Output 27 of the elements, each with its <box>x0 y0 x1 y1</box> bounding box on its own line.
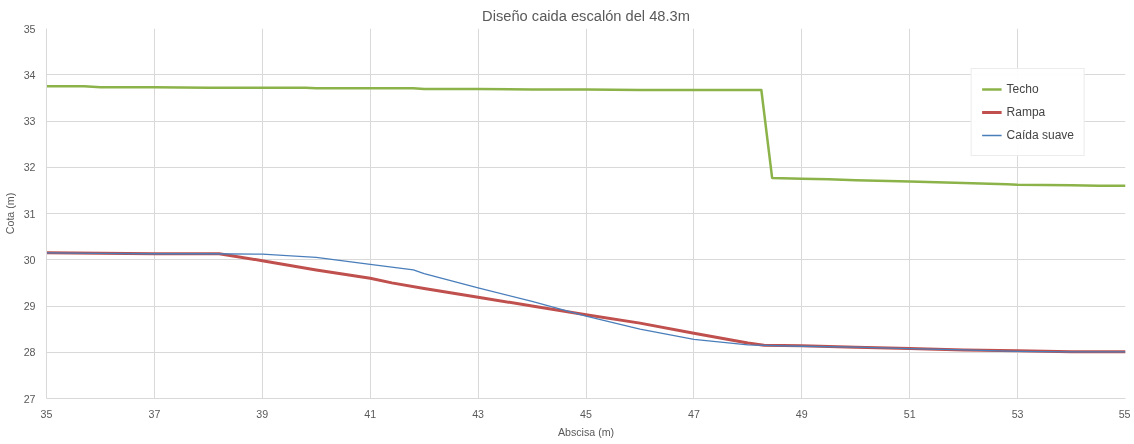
x-tick-label: 45 <box>580 407 592 420</box>
x-tick-label: 49 <box>795 407 808 420</box>
y-tick-label: 28 <box>23 346 36 359</box>
legend-label: Rampa <box>1006 105 1046 119</box>
x-tick-label: 51 <box>903 407 916 420</box>
y-tick-label: 35 <box>23 22 36 35</box>
x-tick-label: 35 <box>40 407 53 420</box>
chart-title: Diseño caida escalón del 48.3m <box>482 7 690 24</box>
x-tick-label: 53 <box>1011 407 1024 420</box>
y-axis-title: Cota (m) <box>3 192 16 235</box>
y-tick-label: 33 <box>23 115 36 127</box>
x-tick-label: 47 <box>687 407 700 420</box>
y-tick-label: 32 <box>23 161 36 174</box>
x-tick-label: 41 <box>364 407 377 420</box>
x-axis-title: Abscisa (m) <box>557 425 615 438</box>
y-tick-label: 34 <box>23 68 36 81</box>
y-tick-label: 30 <box>23 253 36 266</box>
x-tick-label: 37 <box>148 407 161 420</box>
x-tick-label: 39 <box>256 407 269 420</box>
y-tick-label: 29 <box>23 300 36 312</box>
x-tick-label: 43 <box>472 407 485 420</box>
legend-label: Caída suave <box>1006 128 1074 142</box>
y-tick-label: 27 <box>23 392 36 405</box>
line-series <box>46 85 1126 187</box>
legend-label: Techo <box>1006 82 1039 96</box>
y-tick-label: 31 <box>23 207 36 220</box>
x-tick-label: 55 <box>1118 407 1131 420</box>
